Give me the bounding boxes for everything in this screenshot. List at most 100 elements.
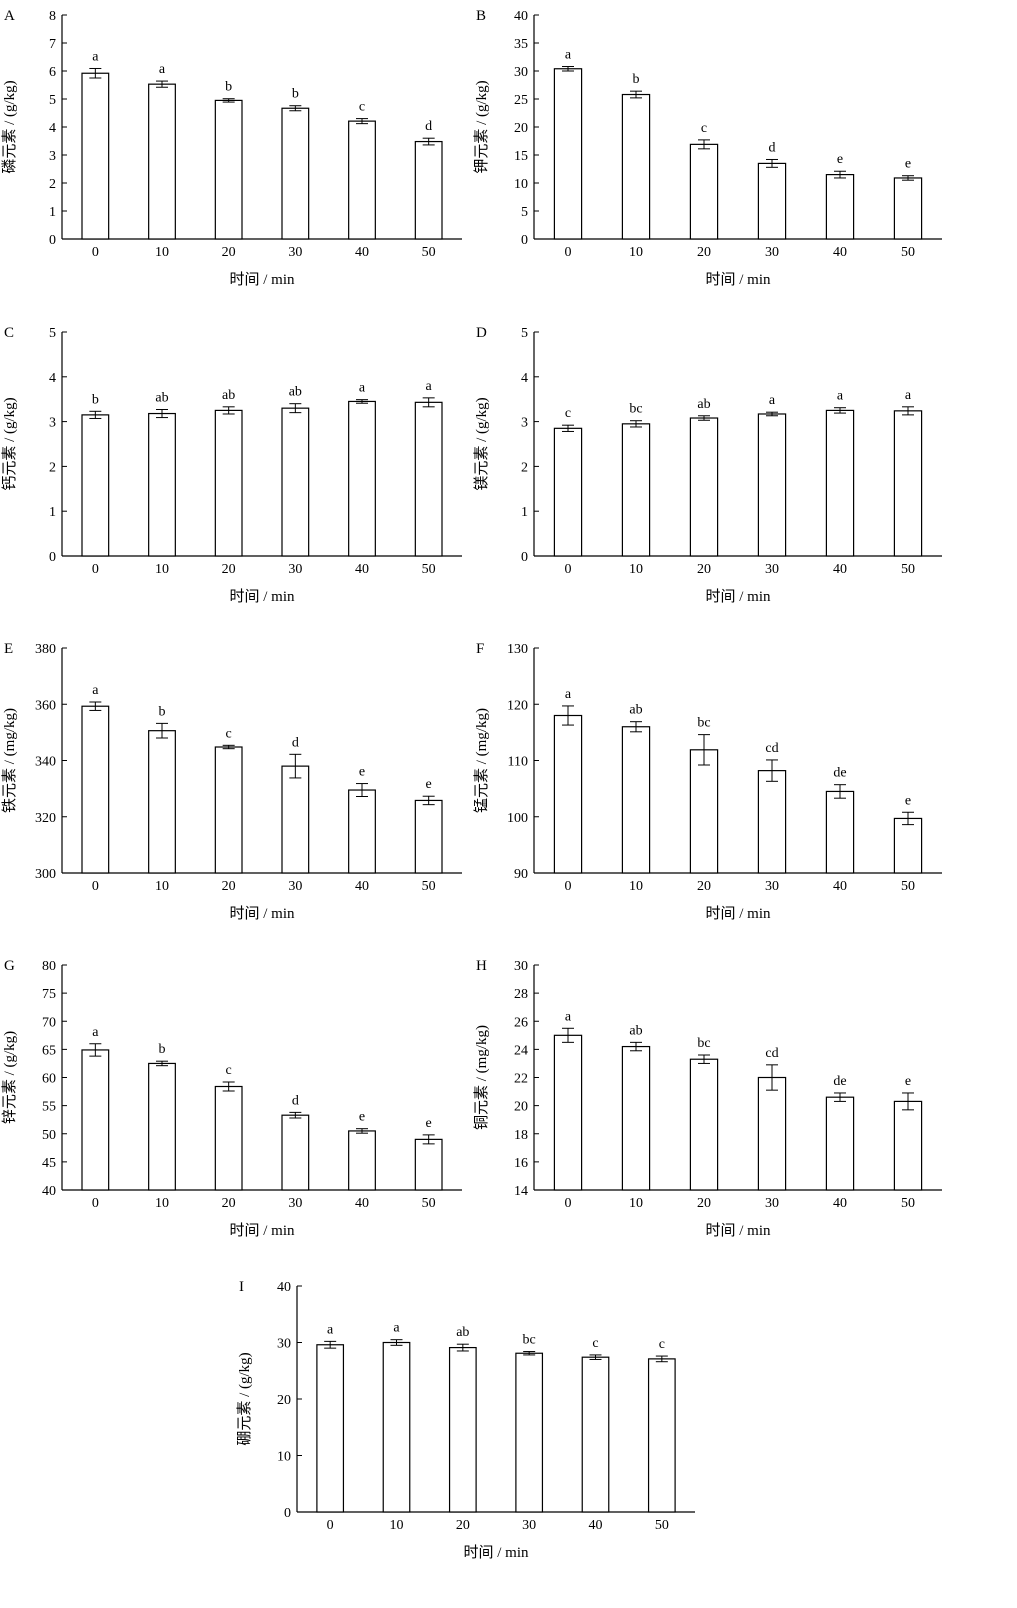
y-axis-label: 铜元素 / (mg/kg) (473, 1025, 490, 1130)
y-tick-label: 60 (42, 1072, 56, 1087)
significance-label: e (426, 777, 432, 792)
x-tick-label: 20 (222, 879, 236, 894)
chart-panel-f: F 90 100 110 120 130 0 a 10 ab 20 bc 30 cd 40 de 50 e 时间 /… (473, 641, 942, 922)
x-tick-label: 30 (288, 879, 302, 894)
significance-label: d (769, 140, 776, 155)
significance-label: de (833, 766, 846, 781)
y-tick-label: 2 (49, 177, 56, 192)
y-tick-label: 14 (514, 1184, 528, 1199)
y-tick-label: 20 (514, 121, 528, 136)
bar (893, 1100, 923, 1191)
y-tick-label: 50 (42, 1128, 56, 1143)
x-tick-label: 30 (288, 1196, 302, 1211)
y-axis-label: 钙元素 / (g/kg) (1, 397, 18, 490)
bar (689, 1058, 719, 1191)
y-tick-label: 4 (521, 371, 528, 386)
bar (689, 143, 719, 240)
x-tick-label: 50 (901, 245, 915, 260)
bar (281, 765, 310, 874)
y-tick-label: 0 (49, 550, 56, 565)
bar (825, 1096, 855, 1191)
y-tick-label: 45 (42, 1156, 56, 1171)
bar (414, 401, 443, 557)
y-tick-label: 2 (521, 460, 528, 475)
bar (621, 93, 651, 240)
significance-label: ab (155, 391, 168, 406)
significance-label: b (292, 87, 299, 102)
bar (81, 414, 110, 557)
y-tick-label: 120 (507, 698, 528, 713)
x-tick-label: 40 (355, 245, 369, 260)
x-tick-label: 0 (92, 1196, 99, 1211)
y-tick-label: 3 (521, 416, 528, 431)
significance-label: c (659, 1337, 665, 1352)
y-tick-label: 16 (514, 1156, 528, 1171)
x-tick-label: 50 (422, 245, 436, 260)
significance-label: a (327, 1322, 334, 1337)
significance-label: c (226, 1063, 232, 1078)
y-tick-label: 300 (35, 867, 56, 882)
y-tick-label: 90 (514, 867, 528, 882)
significance-label: a (92, 49, 99, 64)
y-tick-label: 2 (49, 460, 56, 475)
significance-label: c (701, 121, 707, 136)
y-tick-label: 10 (277, 1450, 291, 1465)
y-tick-label: 35 (514, 37, 528, 52)
bar (553, 427, 583, 557)
bar (214, 1085, 243, 1191)
x-axis-label: 时间 / min (705, 588, 771, 605)
y-tick-label: 22 (514, 1072, 528, 1087)
x-tick-label: 50 (655, 1518, 669, 1533)
panel-letter: E (4, 641, 13, 657)
significance-label: e (837, 152, 843, 167)
significance-label: e (359, 1110, 365, 1125)
x-tick-label: 40 (833, 562, 847, 577)
significance-label: bc (697, 716, 710, 731)
y-tick-label: 70 (42, 1015, 56, 1030)
bar (647, 1358, 676, 1513)
significance-label: b (159, 1042, 166, 1057)
bar (281, 407, 310, 557)
significance-label: a (905, 388, 912, 403)
x-tick-label: 0 (92, 245, 99, 260)
significance-label: a (565, 1009, 572, 1024)
x-tick-label: 30 (765, 1196, 779, 1211)
bar (81, 1049, 110, 1191)
significance-label: bc (629, 402, 642, 417)
x-tick-label: 20 (697, 245, 711, 260)
y-tick-label: 360 (35, 698, 56, 713)
bar (281, 107, 310, 240)
y-tick-label: 40 (277, 1280, 291, 1295)
y-axis-label: 磷元素 / (g/kg) (1, 80, 18, 173)
y-tick-label: 30 (277, 1337, 291, 1352)
significance-label: ab (629, 703, 642, 718)
bar (553, 1034, 583, 1191)
y-tick-label: 110 (508, 755, 528, 770)
bar (382, 1341, 411, 1513)
x-tick-label: 40 (355, 1196, 369, 1211)
y-tick-label: 30 (514, 959, 528, 974)
y-axis-label: 锰元素 / (mg/kg) (473, 708, 490, 813)
bar (348, 789, 376, 874)
y-tick-label: 340 (35, 755, 56, 770)
significance-label: a (92, 1025, 99, 1040)
x-tick-label: 30 (765, 879, 779, 894)
significance-label: b (225, 80, 232, 95)
significance-label: a (393, 1321, 400, 1336)
panel-letter: C (4, 325, 14, 341)
x-tick-label: 50 (422, 562, 436, 577)
significance-label: a (426, 379, 433, 394)
x-axis-label: 时间 / min (229, 588, 295, 605)
y-tick-label: 6 (49, 65, 56, 80)
bar (148, 83, 176, 240)
x-tick-label: 50 (901, 1196, 915, 1211)
y-tick-label: 5 (49, 93, 56, 108)
significance-label: a (565, 48, 572, 63)
panel-letter: A (4, 8, 15, 24)
y-tick-label: 5 (521, 326, 528, 341)
x-tick-label: 10 (390, 1518, 404, 1533)
y-axis-label: 锌元素 / (g/kg) (1, 1031, 18, 1124)
x-tick-label: 0 (565, 1196, 572, 1211)
